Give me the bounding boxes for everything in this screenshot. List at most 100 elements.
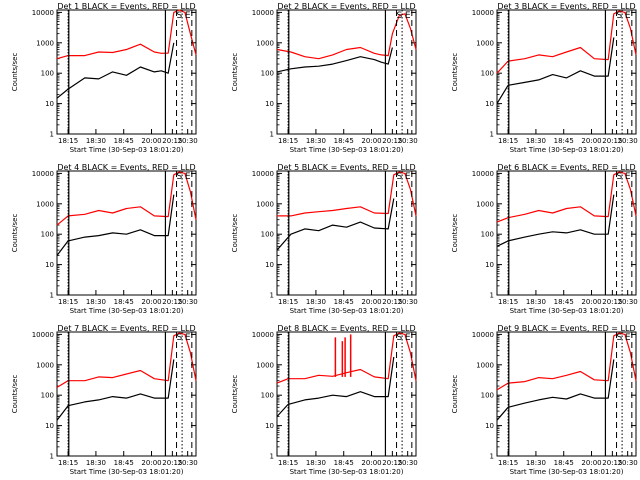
series-line (496, 359, 615, 421)
x-tick-label: 18:45 (334, 459, 354, 467)
plot-frame (496, 331, 637, 457)
detector-panel: Det 6 BLACK = Events, RED = LLD Counts/se… (451, 163, 638, 315)
series-line (56, 9, 197, 60)
plot-frame (276, 9, 417, 135)
panel-title: Det 4 BLACK = Events, RED = LLD (57, 163, 195, 172)
y-tick-label: 10 (265, 100, 274, 108)
x-axis-label: Start Time (30-Sep-03 18:01:20) (290, 468, 404, 476)
plot-frame (56, 170, 197, 296)
x-tick-label: 20:15 (162, 298, 182, 306)
detector-panel: Det 8 BLACK = Events, RED = LLD Counts/se… (231, 324, 418, 476)
time-marker-label: S (616, 172, 622, 182)
panel-title: Det 3 BLACK = Events, RED = LLD (497, 2, 635, 11)
time-marker-label: E (185, 333, 191, 343)
x-tick-label: 18:30 (306, 459, 326, 467)
detector-panel: Det 4 BLACK = Events, RED = LLD Counts/se… (11, 163, 198, 315)
y-tick-label: 10 (485, 100, 494, 108)
y-tick-label: 10 (45, 261, 54, 269)
time-marker-label: S (396, 172, 402, 182)
x-tick-label: 20:00 (141, 459, 161, 467)
x-tick-label: 20:15 (602, 137, 622, 145)
time-marker-label: E (625, 11, 631, 21)
y-tick-label: 100 (481, 70, 494, 78)
x-tick-label: 20:30 (398, 137, 418, 145)
y-axis-label: Counts/sec (231, 214, 239, 253)
series-line (496, 10, 637, 74)
y-axis-label: Counts/sec (11, 53, 19, 92)
y-axis-label: Counts/sec (231, 53, 239, 92)
y-tick-label: 1000 (476, 39, 494, 47)
x-tick-label: 18:15 (58, 459, 78, 467)
y-tick-label: 1 (490, 453, 494, 461)
x-axis-label: Start Time (30-Sep-03 18:01:20) (510, 146, 624, 154)
y-tick-label: 10000 (252, 331, 274, 339)
y-tick-label: 100 (41, 392, 54, 400)
x-tick-label: 18:15 (278, 459, 298, 467)
x-tick-label: 20:00 (141, 137, 161, 145)
time-marker-label: E (185, 172, 191, 182)
x-tick-label: 18:45 (554, 459, 574, 467)
x-tick-label: 20:30 (178, 137, 198, 145)
time-marker-label: E (625, 333, 631, 343)
x-tick-label: 18:15 (498, 298, 518, 306)
series-line (56, 332, 197, 388)
y-tick-label: 1000 (476, 200, 494, 208)
x-tick-label: 20:30 (618, 298, 638, 306)
y-tick-label: 1 (490, 131, 494, 139)
detector-panel: Det 2 BLACK = Events, RED = LLD Counts/se… (231, 2, 418, 154)
time-marker-label: E (185, 11, 191, 21)
x-tick-label: 20:15 (382, 459, 402, 467)
panel-title: Det 6 BLACK = Events, RED = LLD (497, 163, 635, 172)
x-tick-label: 20:00 (581, 298, 601, 306)
x-tick-label: 20:15 (602, 459, 622, 467)
time-marker-label: E (405, 172, 411, 182)
x-tick-label: 20:15 (602, 298, 622, 306)
x-axis-label: Start Time (30-Sep-03 18:01:20) (70, 468, 184, 476)
series-line (276, 198, 395, 251)
y-tick-label: 1 (490, 292, 494, 300)
x-tick-label: 20:00 (581, 137, 601, 145)
y-axis-label: Counts/sec (451, 375, 459, 414)
panel-title: Det 2 BLACK = Events, RED = LLD (277, 2, 415, 11)
x-axis-label: Start Time (30-Sep-03 18:01:20) (510, 468, 624, 476)
x-tick-label: 18:15 (58, 298, 78, 306)
x-tick-label: 20:00 (361, 459, 381, 467)
x-tick-label: 18:45 (334, 137, 354, 145)
y-tick-label: 100 (481, 231, 494, 239)
x-tick-label: 18:15 (278, 137, 298, 145)
x-tick-label: 20:15 (382, 137, 402, 145)
x-tick-label: 20:15 (162, 137, 182, 145)
x-tick-label: 20:30 (178, 459, 198, 467)
detector-panel: Det 9 BLACK = Events, RED = LLD Counts/se… (451, 324, 638, 476)
plot-frame (276, 331, 417, 457)
y-tick-label: 100 (41, 231, 54, 239)
y-axis-label: Counts/sec (11, 214, 19, 253)
x-tick-label: 20:15 (162, 459, 182, 467)
series-line (496, 332, 637, 391)
detector-panel: Det 1 BLACK = Events, RED = LLD Counts/se… (11, 2, 198, 154)
y-tick-label: 1 (50, 453, 54, 461)
x-tick-label: 18:45 (114, 137, 134, 145)
y-tick-label: 1000 (256, 39, 274, 47)
x-tick-label: 20:30 (618, 137, 638, 145)
x-axis-label: Start Time (30-Sep-03 18:01:20) (70, 146, 184, 154)
x-axis-label: Start Time (30-Sep-03 18:01:20) (290, 307, 404, 315)
x-tick-label: 20:00 (581, 459, 601, 467)
series-line (496, 194, 615, 247)
y-tick-label: 10000 (252, 9, 274, 17)
y-tick-label: 10000 (472, 331, 494, 339)
series-line (276, 47, 393, 73)
y-tick-label: 10 (485, 261, 494, 269)
x-tick-label: 18:30 (526, 298, 546, 306)
y-tick-label: 1000 (256, 361, 274, 369)
y-tick-label: 100 (261, 70, 274, 78)
x-tick-label: 18:45 (554, 137, 574, 145)
time-marker-label: E (405, 333, 411, 343)
y-tick-label: 10000 (472, 170, 494, 178)
time-marker-label: S (616, 333, 622, 343)
x-tick-label: 18:45 (114, 298, 134, 306)
y-tick-label: 10000 (32, 170, 54, 178)
x-tick-label: 18:30 (86, 298, 106, 306)
panel-title: Det 1 BLACK = Events, RED = LLD (57, 2, 195, 11)
y-tick-label: 10000 (32, 331, 54, 339)
